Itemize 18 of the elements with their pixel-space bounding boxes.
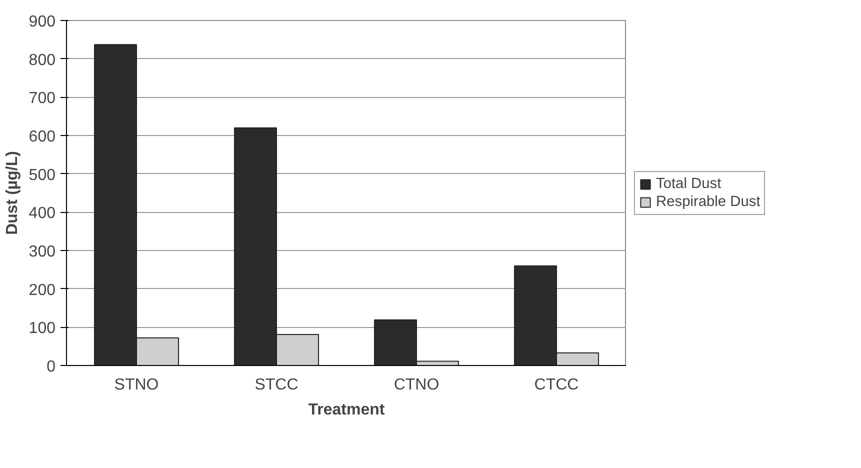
y-tick-label: 900: [28, 14, 56, 30]
x-tick-label: CTNO: [394, 376, 440, 394]
y-tick-label: 0: [46, 358, 56, 376]
x-tick-label: STCC: [254, 376, 298, 394]
y-axis-title: Dust (µg/L): [4, 151, 21, 235]
y-tick-label: 400: [28, 205, 56, 222]
x-tick-label: CTCC: [534, 376, 579, 394]
y-tick-label: 700: [28, 90, 56, 108]
y-tick-label: 200: [28, 282, 56, 299]
x-axis-title: Treatment: [308, 402, 386, 418]
y-tick-label: 100: [28, 320, 56, 338]
legend-label: Total Dust: [656, 176, 722, 192]
y-tick-label: 500: [28, 166, 56, 184]
x-tick-label: STNO: [114, 376, 159, 394]
y-tick-label: 300: [28, 244, 56, 260]
legend-label: Respirable Dust: [656, 194, 760, 210]
y-tick-label: 600: [28, 128, 56, 146]
y-tick-label: 800: [28, 52, 56, 69]
